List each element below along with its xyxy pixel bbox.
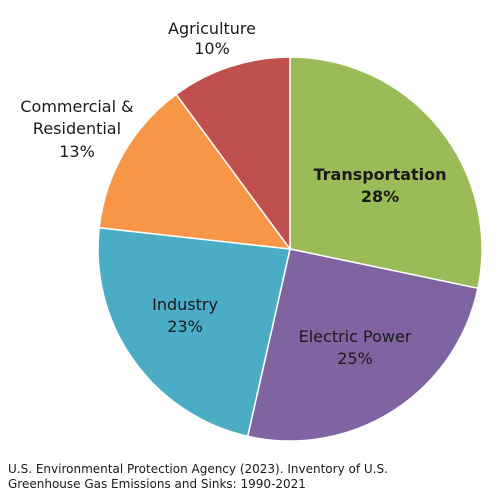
pie-slice-industry [97,226,291,438]
slice-label-agriculture: Agriculture [168,19,256,38]
pie-slice-commercial-residential [98,93,292,250]
slice-label-commercial-line2: Residential [33,119,121,138]
pie-slice-transportation [289,56,483,290]
slice-value-commercial: 13% [59,142,95,161]
pie-chart: Agriculture 10% Commercial & Residential… [20,19,483,442]
source-citation: U.S. Environmental Protection Agency (20… [8,462,498,492]
pie-slice-electric-power [246,248,479,442]
pie-slices [97,56,483,442]
slice-label-transportation: Transportation [313,165,446,184]
slice-value-industry: 23% [167,317,203,336]
slice-label-commercial-line1: Commercial & [20,97,133,116]
slice-value-transportation: 28% [361,187,399,206]
slice-label-industry: Industry [152,295,218,314]
slice-value-agriculture: 10% [194,39,230,58]
slice-value-electric-power: 25% [337,349,373,368]
source-line-2: Greenhouse Gas Emissions and Sinks: 1990… [8,477,306,491]
pie-slice-agriculture [175,56,291,252]
slice-label-electric-power: Electric Power [299,327,412,346]
source-line-1: U.S. Environmental Protection Agency (20… [8,462,388,476]
